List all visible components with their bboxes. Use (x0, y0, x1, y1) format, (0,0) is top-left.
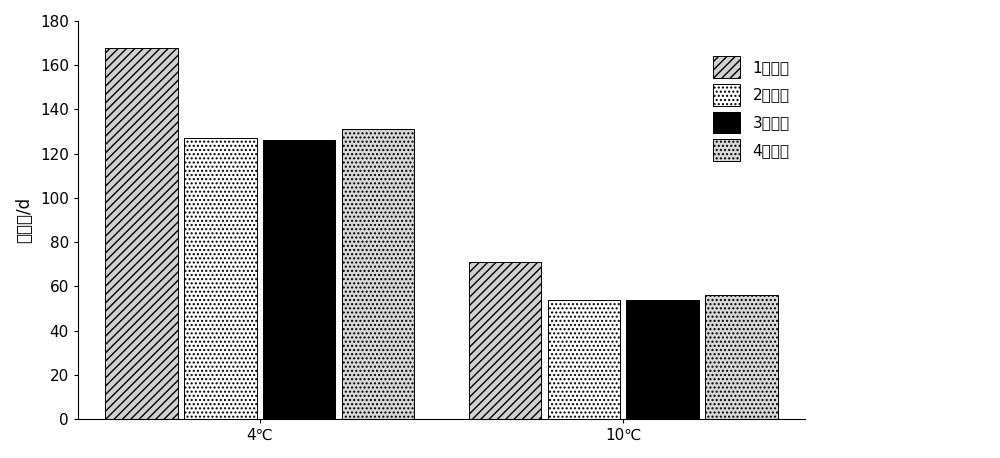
Bar (184, 138, 257, 419)
Y-axis label: 保质期/d: 保质期/d (15, 197, 33, 243)
Bar (626, 300, 699, 419)
Bar (342, 129, 414, 419)
Bar (705, 295, 778, 419)
Legend: 1号组别, 2号组别, 3号组别, 4号组别: 1号组别, 2号组别, 3号组别, 4号组别 (705, 49, 797, 169)
Bar (469, 262, 541, 419)
Bar (105, 48, 178, 419)
Bar (263, 141, 335, 419)
Bar (548, 300, 620, 419)
